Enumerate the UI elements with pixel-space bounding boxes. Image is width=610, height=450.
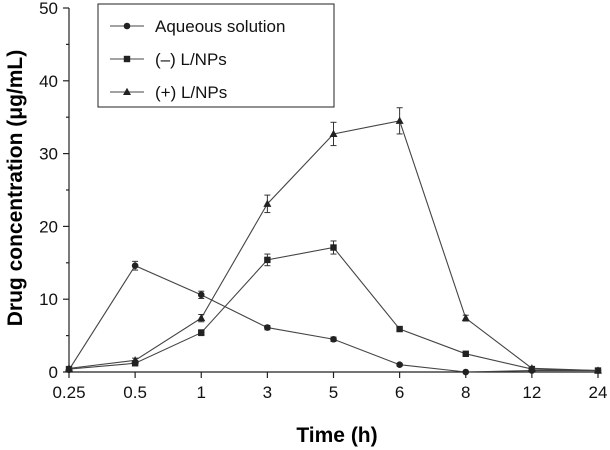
data-point <box>527 364 536 372</box>
x-tick-label: 8 <box>461 383 470 402</box>
y-tick-label: 40 <box>39 72 58 91</box>
data-point <box>395 116 404 124</box>
data-point <box>461 313 470 322</box>
legend: Aqueous solution (–) L/NPs (+) L/NPs <box>97 3 335 108</box>
series-3 <box>65 107 602 374</box>
data-point <box>263 199 272 207</box>
y-tick-label: 20 <box>39 217 58 236</box>
legend-item-2: (–) L/NPs <box>110 50 227 69</box>
data-point <box>462 368 470 376</box>
x-tick-label: 24 <box>589 383 608 402</box>
legend-swatch-marker <box>123 87 131 95</box>
legend-swatch-marker <box>123 55 131 63</box>
x-tick-label: 5 <box>329 383 338 402</box>
data-point <box>197 313 206 322</box>
data-point <box>65 364 73 372</box>
x-tick-label: 6 <box>395 383 404 402</box>
data-point <box>396 325 403 333</box>
data-point <box>462 350 469 357</box>
legend-box <box>97 3 335 108</box>
data-point <box>264 324 271 331</box>
data-point <box>594 366 602 374</box>
data-point <box>329 129 338 137</box>
y-tick-label: 0 <box>49 363 58 382</box>
axes: 0 10 20 30 40 50 0.25 0.5 1 3 5 6 8 12 24 <box>39 0 607 402</box>
y-tick-label: 30 <box>39 145 58 164</box>
data-point <box>396 361 403 369</box>
data-point <box>198 329 205 336</box>
legend-label: (–) L/NPs <box>155 50 227 69</box>
series-layer <box>65 107 602 376</box>
data-point <box>330 244 337 251</box>
data-point <box>264 256 271 264</box>
series-line <box>68 265 598 373</box>
data-point <box>330 335 337 343</box>
y-tick-label: 10 <box>39 290 58 309</box>
x-tick-label: 3 <box>263 383 272 402</box>
x-tick-label: 0.5 <box>123 383 147 402</box>
legend-label: Aqueous solution <box>155 17 285 36</box>
legend-item-3: (+) L/NPs <box>110 83 227 102</box>
x-tick-label: 1 <box>197 383 206 402</box>
x-axis-title: Time (h) <box>296 424 377 447</box>
data-point <box>197 291 205 299</box>
y-tick-label: 50 <box>39 0 58 18</box>
legend-label: (+) L/NPs <box>155 83 227 102</box>
data-point <box>131 262 139 270</box>
x-tick-label: 0.25 <box>52 383 85 402</box>
legend-swatch-marker <box>123 22 131 30</box>
data-point <box>131 356 140 364</box>
x-tick-label: 12 <box>522 383 541 402</box>
legend-item-1: Aqueous solution <box>110 17 285 36</box>
y-axis-title: Drug concentration (μg/mL) <box>4 50 27 327</box>
